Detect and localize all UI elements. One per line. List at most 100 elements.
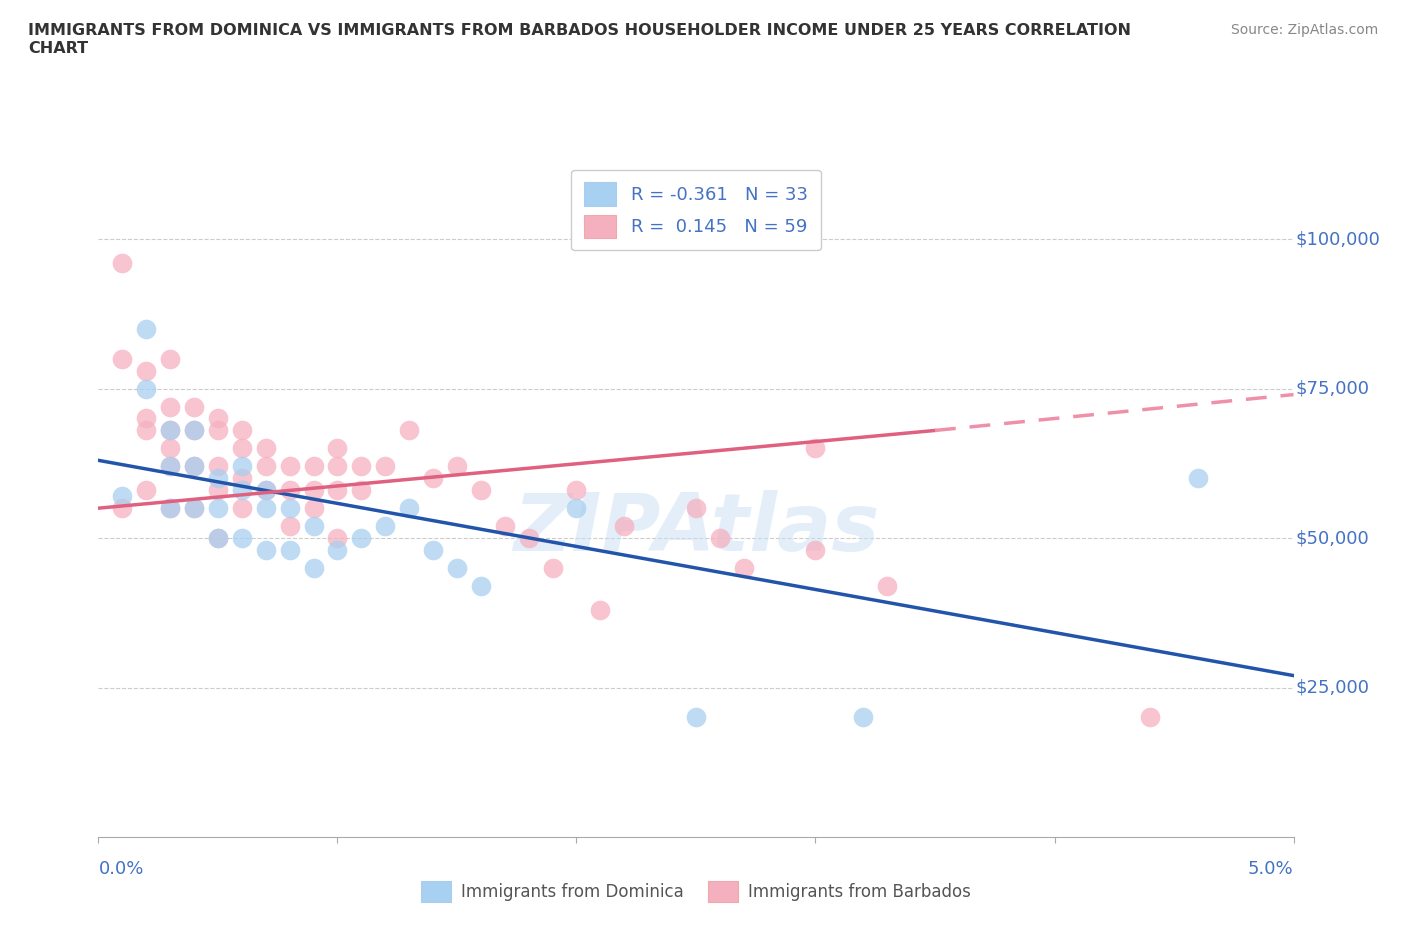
Point	[254, 458, 277, 473]
Point	[278, 458, 301, 473]
Point	[446, 561, 468, 576]
Point	[326, 531, 349, 546]
Point	[804, 542, 827, 557]
Point	[207, 471, 229, 485]
Point	[278, 542, 301, 557]
Point	[470, 578, 492, 593]
Point	[709, 531, 731, 546]
Point	[326, 483, 349, 498]
Point	[111, 352, 134, 366]
Point	[207, 411, 229, 426]
Point	[1139, 710, 1161, 724]
Point	[302, 458, 325, 473]
Point	[231, 531, 253, 546]
Point	[231, 471, 253, 485]
Point	[1187, 471, 1209, 485]
Point	[326, 542, 349, 557]
Point	[302, 483, 325, 498]
Text: 0.0%: 0.0%	[98, 860, 143, 878]
Point	[159, 423, 181, 438]
Point	[565, 500, 588, 515]
Point	[159, 458, 181, 473]
Point	[135, 483, 157, 498]
Text: 5.0%: 5.0%	[1249, 860, 1294, 878]
Point	[804, 441, 827, 456]
Point	[159, 399, 181, 414]
Point	[159, 352, 181, 366]
Point	[135, 381, 157, 396]
Point	[565, 483, 588, 498]
Text: $50,000: $50,000	[1296, 529, 1369, 547]
Point	[207, 500, 229, 515]
Point	[494, 519, 516, 534]
Point	[589, 603, 612, 618]
Point	[302, 561, 325, 576]
Point	[135, 411, 157, 426]
Point	[183, 423, 205, 438]
Point	[231, 423, 253, 438]
Point	[207, 483, 229, 498]
Point	[159, 500, 181, 515]
Point	[398, 500, 420, 515]
Point	[111, 500, 134, 515]
Point	[422, 542, 444, 557]
Point	[685, 500, 707, 515]
Point	[852, 710, 875, 724]
Point	[183, 500, 205, 515]
Point	[231, 458, 253, 473]
Point	[207, 531, 229, 546]
Point	[278, 519, 301, 534]
Point	[541, 561, 564, 576]
Point	[470, 483, 492, 498]
Point	[254, 483, 277, 498]
Point	[231, 500, 253, 515]
Point	[183, 399, 205, 414]
Text: ZIPAtlas: ZIPAtlas	[513, 490, 879, 568]
Point	[422, 471, 444, 485]
Text: $100,000: $100,000	[1296, 230, 1381, 248]
Point	[278, 483, 301, 498]
Point	[326, 458, 349, 473]
Point	[517, 531, 540, 546]
Text: $25,000: $25,000	[1296, 679, 1369, 697]
Point	[231, 441, 253, 456]
Point	[183, 458, 205, 473]
Point	[159, 458, 181, 473]
Text: Source: ZipAtlas.com: Source: ZipAtlas.com	[1230, 23, 1378, 37]
Point	[111, 256, 134, 271]
Point	[135, 423, 157, 438]
Point	[254, 483, 277, 498]
Point	[278, 500, 301, 515]
Point	[183, 458, 205, 473]
Point	[350, 458, 373, 473]
Point	[374, 519, 396, 534]
Point	[350, 483, 373, 498]
Point	[350, 531, 373, 546]
Point	[254, 542, 277, 557]
Point	[398, 423, 420, 438]
Point	[183, 423, 205, 438]
Point	[326, 441, 349, 456]
Point	[446, 458, 468, 473]
Point	[733, 561, 755, 576]
Point	[685, 710, 707, 724]
Point	[613, 519, 636, 534]
Text: IMMIGRANTS FROM DOMINICA VS IMMIGRANTS FROM BARBADOS HOUSEHOLDER INCOME UNDER 25: IMMIGRANTS FROM DOMINICA VS IMMIGRANTS F…	[28, 23, 1130, 56]
Point	[302, 519, 325, 534]
Point	[207, 458, 229, 473]
Point	[159, 500, 181, 515]
Point	[231, 483, 253, 498]
Point	[374, 458, 396, 473]
Point	[207, 531, 229, 546]
Legend: Immigrants from Dominica, Immigrants from Barbados: Immigrants from Dominica, Immigrants fro…	[413, 874, 979, 909]
Text: $75,000: $75,000	[1296, 379, 1369, 398]
Point	[111, 489, 134, 504]
Point	[302, 500, 325, 515]
Point	[207, 423, 229, 438]
Point	[135, 364, 157, 379]
Point	[876, 578, 898, 593]
Point	[183, 500, 205, 515]
Point	[135, 322, 157, 337]
Point	[159, 423, 181, 438]
Point	[159, 441, 181, 456]
